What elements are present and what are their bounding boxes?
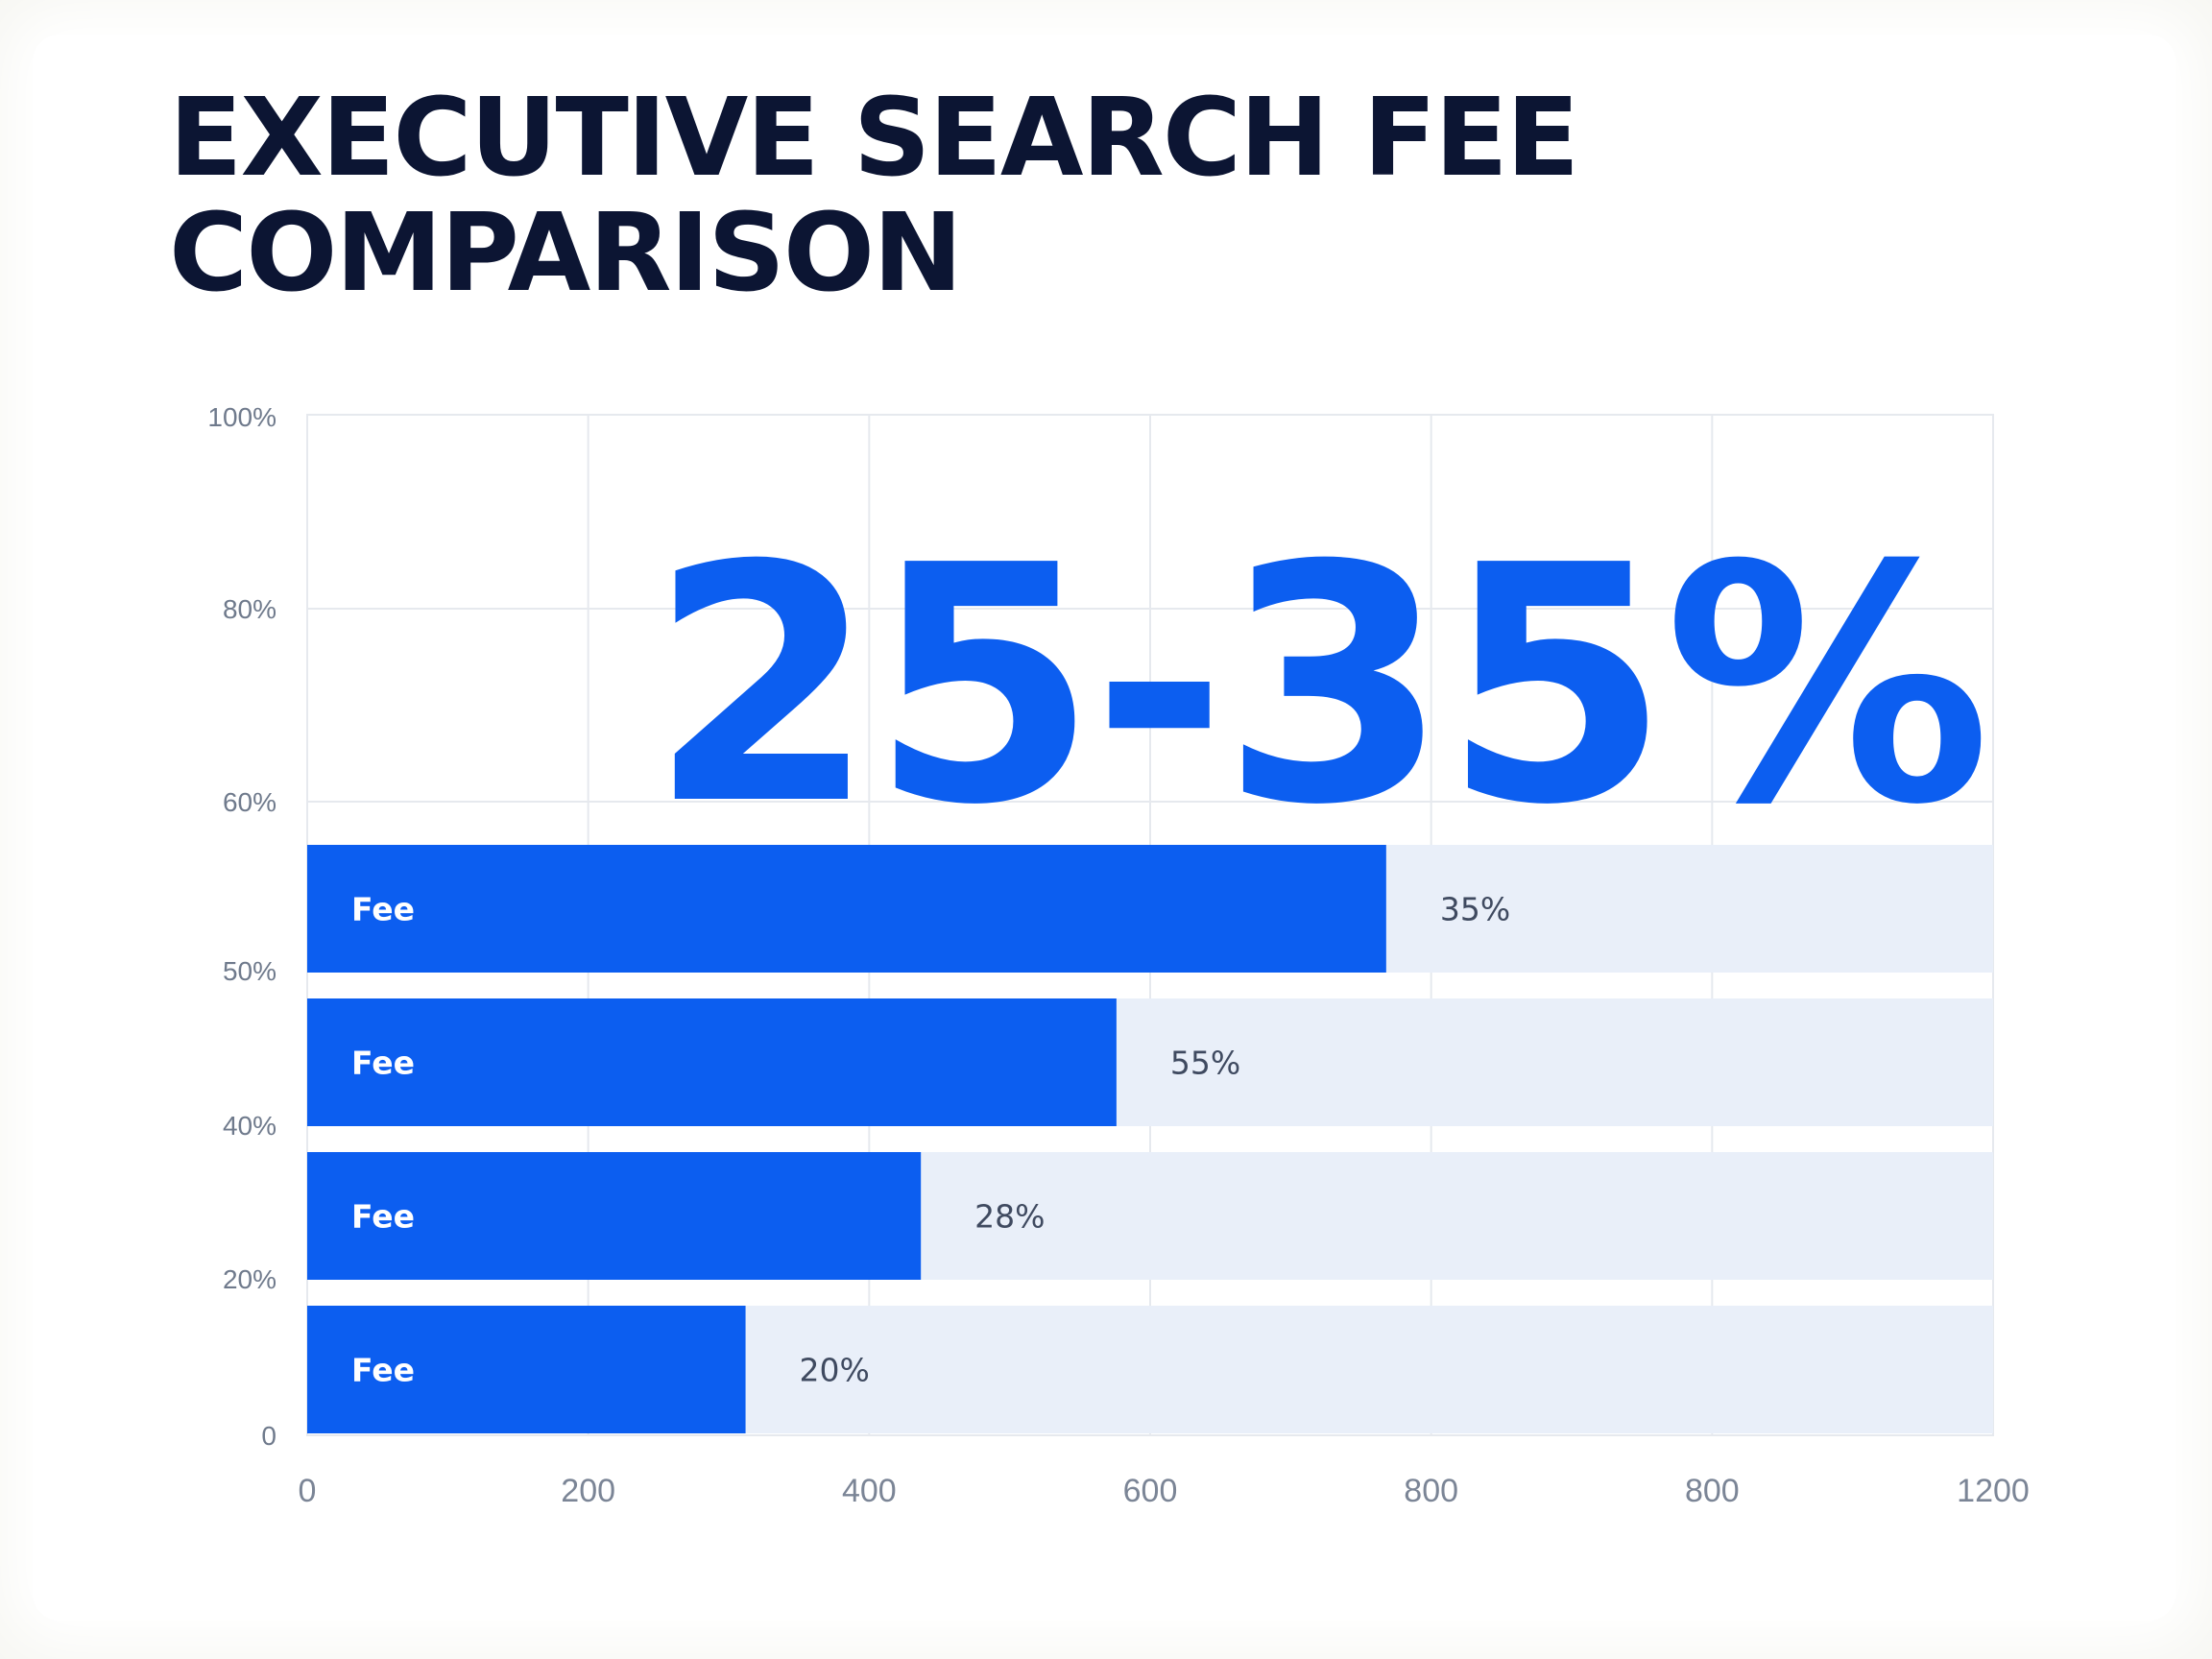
headline-range: 25-35% bbox=[649, 496, 1985, 877]
bar-category-label: Fee bbox=[351, 1045, 415, 1082]
bar-value-label: 55% bbox=[1170, 1045, 1240, 1082]
y-tick-label: 50% bbox=[223, 956, 276, 986]
title-line-1: EXECUTIVE SEARCH FEE bbox=[169, 76, 1579, 201]
y-tick-label: 40% bbox=[223, 1111, 276, 1141]
y-tick-label: 60% bbox=[223, 787, 276, 817]
x-tick-label: 200 bbox=[561, 1473, 615, 1509]
title-line-2: COMPARISON bbox=[169, 191, 963, 316]
bar-value-label: 35% bbox=[1440, 891, 1510, 928]
x-tick-label: 400 bbox=[842, 1473, 897, 1509]
bar bbox=[307, 998, 1117, 1126]
bar bbox=[307, 845, 1386, 973]
bar-category-label: Fee bbox=[351, 1198, 415, 1236]
x-tick-label: 1200 bbox=[1957, 1473, 2030, 1509]
y-tick-label: 100% bbox=[207, 402, 276, 432]
y-axis-ticks: 0 20% 40% 50% 60% 80% 100% bbox=[207, 402, 276, 1451]
chart-title: EXECUTIVE SEARCH FEE COMPARISON bbox=[169, 81, 1801, 311]
bars-group: Fee 35% Fee 55% Fee 28% Fee 20% bbox=[307, 845, 1993, 1433]
x-tick-label: 600 bbox=[1123, 1473, 1178, 1509]
x-axis-ticks: 0 200 400 600 800 800 1200 bbox=[299, 1473, 2030, 1509]
bar bbox=[307, 1152, 922, 1280]
bar bbox=[307, 1306, 746, 1433]
x-tick-label: 800 bbox=[1404, 1473, 1458, 1509]
bar-value-label: 28% bbox=[974, 1198, 1045, 1236]
y-tick-label: 0 bbox=[261, 1421, 276, 1451]
bar-category-label: Fee bbox=[351, 891, 415, 928]
x-tick-label: 800 bbox=[1685, 1473, 1740, 1509]
bar-category-label: Fee bbox=[351, 1352, 415, 1389]
y-tick-label: 80% bbox=[223, 594, 276, 624]
y-tick-label: 20% bbox=[223, 1264, 276, 1294]
bar-value-label: 20% bbox=[800, 1352, 870, 1389]
x-tick-label: 0 bbox=[299, 1473, 317, 1509]
